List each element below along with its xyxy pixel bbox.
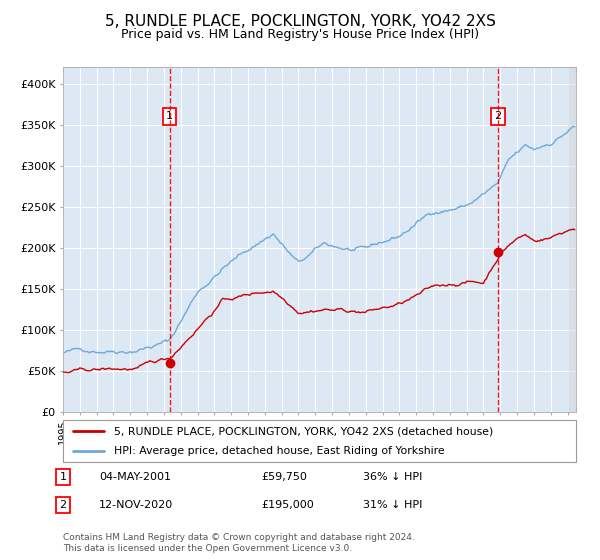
Text: Contains HM Land Registry data © Crown copyright and database right 2024.
This d: Contains HM Land Registry data © Crown c… — [63, 533, 415, 553]
Text: 1: 1 — [166, 111, 173, 122]
Text: £195,000: £195,000 — [261, 500, 314, 510]
FancyBboxPatch shape — [63, 420, 576, 462]
Text: £59,750: £59,750 — [261, 472, 307, 482]
Text: Price paid vs. HM Land Registry's House Price Index (HPI): Price paid vs. HM Land Registry's House … — [121, 28, 479, 41]
Text: HPI: Average price, detached house, East Riding of Yorkshire: HPI: Average price, detached house, East… — [115, 446, 445, 456]
Text: 5, RUNDLE PLACE, POCKLINGTON, YORK, YO42 2XS: 5, RUNDLE PLACE, POCKLINGTON, YORK, YO42… — [104, 14, 496, 29]
Text: 36% ↓ HPI: 36% ↓ HPI — [363, 472, 422, 482]
Text: 2: 2 — [59, 500, 67, 510]
Text: 1: 1 — [59, 472, 67, 482]
Text: 31% ↓ HPI: 31% ↓ HPI — [363, 500, 422, 510]
Text: 2: 2 — [494, 111, 502, 122]
Text: 12-NOV-2020: 12-NOV-2020 — [99, 500, 173, 510]
Text: 5, RUNDLE PLACE, POCKLINGTON, YORK, YO42 2XS (detached house): 5, RUNDLE PLACE, POCKLINGTON, YORK, YO42… — [115, 426, 494, 436]
Bar — [568, 67, 576, 412]
Text: 04-MAY-2001: 04-MAY-2001 — [99, 472, 171, 482]
